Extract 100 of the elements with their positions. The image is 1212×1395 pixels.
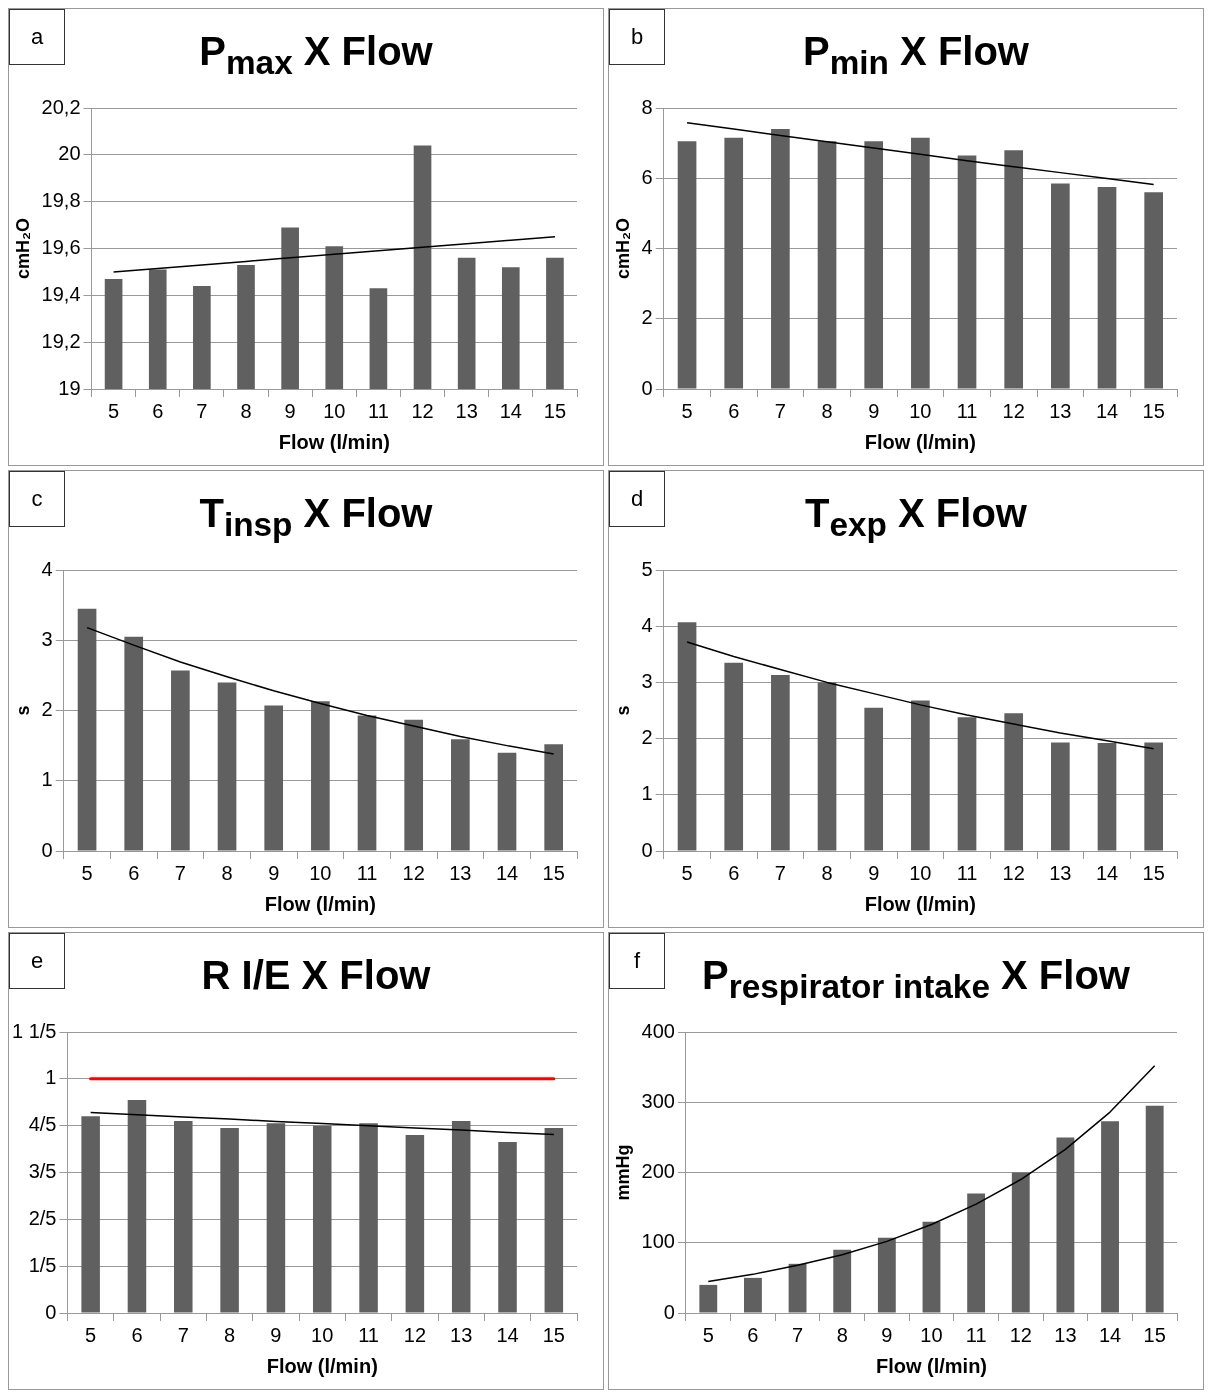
y-tick-label: 1 <box>641 782 653 805</box>
y-axis-title: mmHg <box>612 1144 633 1201</box>
text: f <box>609 933 665 989</box>
text: e <box>9 933 65 989</box>
x-tick-label: 15 <box>1143 1323 1166 1346</box>
bar <box>864 707 884 851</box>
bar <box>771 129 790 389</box>
y-tick-label: 200 <box>641 1160 675 1183</box>
y-tick-label: 19,2 <box>41 329 81 352</box>
bar <box>357 715 377 851</box>
x-tick-label: 8 <box>821 399 833 422</box>
x-tick-label: 12 <box>411 399 434 422</box>
x-axis-title: Flow (l/min) <box>875 1354 988 1377</box>
y-tick-label: 0 <box>663 1300 675 1323</box>
bar <box>1004 713 1024 851</box>
x-tick-label: 6 <box>152 399 164 422</box>
x-tick-label: 8 <box>836 1323 848 1346</box>
x-tick-label: 8 <box>221 861 233 884</box>
y-tick-label: 6 <box>641 165 653 188</box>
x-tick-label: 6 <box>747 1323 759 1346</box>
text: c <box>9 471 65 527</box>
y-tick-label: 0 <box>45 1300 57 1323</box>
y-tick-label: 2/5 <box>28 1206 57 1229</box>
x-tick-label: 5 <box>108 399 120 422</box>
x-tick-label: 11 <box>956 861 978 884</box>
bar <box>404 719 424 851</box>
bar <box>833 1249 852 1313</box>
y-tick-label: 4/5 <box>28 1113 57 1136</box>
bar <box>877 1237 896 1313</box>
y-tick-label: 4 <box>641 613 653 636</box>
bar <box>1144 742 1163 851</box>
x-tick-label: 9 <box>268 861 280 884</box>
bar <box>1011 1172 1030 1313</box>
bar <box>788 1263 807 1313</box>
bar <box>771 675 790 851</box>
y-tick-label: 0 <box>641 376 653 399</box>
x-tick-label: 13 <box>450 1323 473 1346</box>
x-tick-label: 9 <box>881 1323 893 1346</box>
x-tick-label: 6 <box>728 399 740 422</box>
x-tick-label: 7 <box>774 399 786 422</box>
x-tick-label: 9 <box>284 399 296 422</box>
text: b <box>609 9 665 65</box>
bar <box>171 670 190 851</box>
bar <box>264 705 284 851</box>
bar <box>957 155 977 389</box>
x-tick-label: 14 <box>496 1323 519 1346</box>
y-tick-label: 100 <box>641 1230 675 1253</box>
x-tick-label: 13 <box>455 399 478 422</box>
x-tick-label: 13 <box>449 861 472 884</box>
x-tick-label: 6 <box>128 861 140 884</box>
bar <box>677 141 697 389</box>
y-tick-label: 2 <box>641 726 653 749</box>
x-tick-label: 9 <box>868 861 880 884</box>
chart-title: P$_{min}$ X Flow <box>803 29 1029 81</box>
x-tick-label: 10 <box>909 399 932 422</box>
x-axis-title: Flow (l/min) <box>864 430 976 453</box>
bar <box>77 608 97 851</box>
bar <box>1101 1121 1119 1313</box>
x-tick-label: 8 <box>240 399 252 422</box>
y-tick-label: 0 <box>641 838 653 861</box>
bar <box>724 137 744 389</box>
x-tick-label: 12 <box>1002 399 1025 422</box>
bar <box>124 636 144 851</box>
y-tick-label: 4 <box>41 557 53 580</box>
y-tick-label: 2 <box>41 698 53 721</box>
bar <box>957 717 977 851</box>
y-tick-label: 0 <box>41 838 53 861</box>
x-tick-label: 13 <box>1054 1323 1077 1346</box>
text: d <box>609 471 665 527</box>
x-tick-label: 11 <box>956 399 978 422</box>
x-tick-label: 12 <box>1002 861 1025 884</box>
x-tick-label: 12 <box>1009 1323 1032 1346</box>
y-tick-label: 19,8 <box>41 189 81 212</box>
x-tick-label: 7 <box>196 399 208 422</box>
x-tick-label: 15 <box>542 861 565 884</box>
bar <box>911 137 930 389</box>
y-axis-title: s <box>612 705 633 716</box>
y-tick-label: 1/5 <box>28 1253 57 1276</box>
bar <box>1145 1105 1164 1313</box>
x-tick-label: 10 <box>909 861 932 884</box>
x-tick-label: 6 <box>131 1323 143 1346</box>
x-axis-title: Flow (l/min) <box>278 430 390 453</box>
y-tick-label: 1 1/5 <box>12 1019 57 1042</box>
x-tick-label: 13 <box>1049 399 1072 422</box>
bar <box>1004 150 1024 389</box>
x-tick-label: 15 <box>543 399 567 422</box>
y-tick-label: 5 <box>641 557 653 580</box>
x-tick-label: 15 <box>1142 861 1165 884</box>
x-axis-title: Flow (l/min) <box>266 1354 378 1377</box>
chart-title: R I/E X Flow <box>201 953 431 997</box>
y-tick-label: 20,2 <box>41 95 81 118</box>
y-tick-label: 300 <box>641 1089 675 1112</box>
x-tick-label: 11 <box>368 399 389 422</box>
bar <box>1056 1137 1075 1313</box>
bar <box>1097 743 1117 851</box>
y-axis-title: s <box>12 705 33 716</box>
bar <box>922 1221 941 1313</box>
y-tick-label: 4 <box>641 236 653 259</box>
x-tick-label: 14 <box>1095 399 1119 422</box>
bar <box>864 141 884 389</box>
